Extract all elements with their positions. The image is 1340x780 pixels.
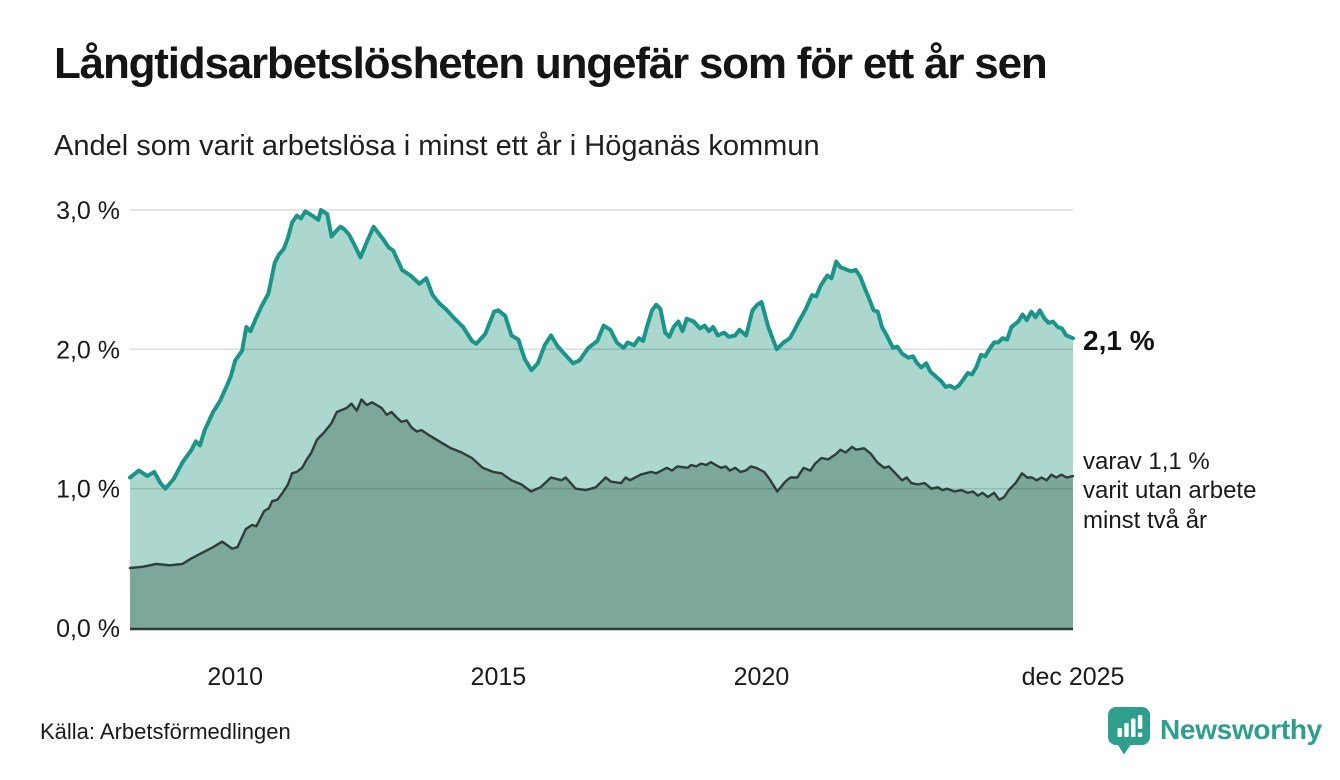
svg-text:2015: 2015 [471,663,527,691]
annotation-line-1: varav 1,1 % [1083,448,1210,475]
svg-text:dec 2025: dec 2025 [1022,663,1125,691]
svg-text:2020: 2020 [734,663,790,691]
svg-text:1,0 %: 1,0 % [56,476,120,504]
source-credit: Källa: Arbetsförmedlingen [40,719,291,744]
secondary-series-annotation: varav 1,1 % varit utan arbete minst två … [1083,447,1256,535]
newsworthy-pin-icon [1108,707,1150,755]
newsworthy-wordmark: Newsworthy [1160,714,1322,745]
annotation-line-2: varit utan arbete [1083,477,1257,505]
primary-series-end-value-label: 2,1 % [1083,325,1155,356]
svg-text:2010: 2010 [207,663,263,691]
svg-text:0,0 %: 0,0 % [56,615,120,643]
svg-text:3,0 %: 3,0 % [56,197,120,225]
annotation-line-3: minst två år [1083,506,1208,534]
page-title: Långtidsarbetslösheten ungefär som för e… [54,39,1048,88]
chart-subtitle: Andel som varit arbetslösa i minst ett å… [54,130,820,162]
newsworthy-logo: Newsworthy [1106,705,1322,755]
svg-text:2,0 %: 2,0 % [56,336,120,364]
